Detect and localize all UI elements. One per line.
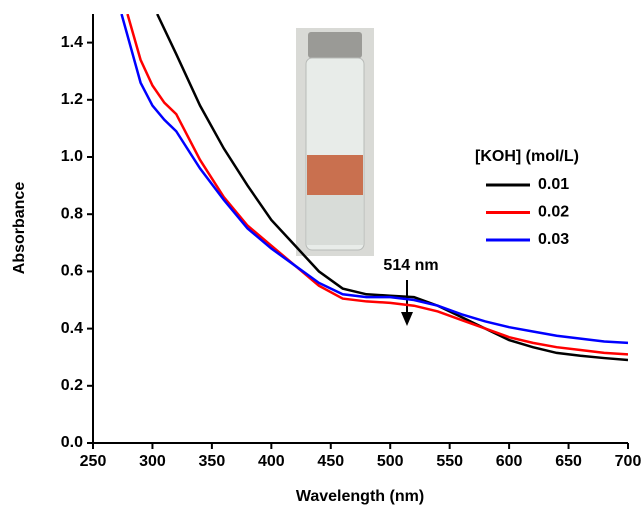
x-tick-label: 300 — [139, 453, 166, 470]
annotation: 514 nm — [383, 257, 438, 274]
x-tick-label: 450 — [317, 453, 344, 470]
line-series — [156, 14, 628, 362]
line-series — [126, 14, 628, 356]
y-tick-label: 1.4 — [61, 34, 83, 51]
y-tick-label: 0.4 — [61, 320, 83, 337]
y-tick-label: 0.2 — [61, 377, 83, 394]
y-tick-label: 0.0 — [61, 434, 83, 451]
y-axis-label: Absorbance — [11, 182, 28, 275]
y-tick-label: 1.2 — [61, 91, 83, 108]
legend-label: 0.03 — [538, 231, 569, 248]
x-tick-label: 250 — [80, 453, 107, 470]
inset-photo — [296, 28, 374, 256]
x-tick-label: 400 — [258, 453, 285, 470]
x-tick-label: 650 — [555, 453, 582, 470]
y-tick-label: 0.6 — [61, 263, 83, 280]
x-tick-label: 350 — [199, 453, 226, 470]
legend-label: 0.02 — [538, 204, 569, 221]
x-axis-label: Wavelength (nm) — [296, 488, 424, 505]
x-tick-label: 700 — [615, 453, 642, 470]
x-tick-label: 600 — [496, 453, 523, 470]
y-tick-label: 1.0 — [61, 148, 83, 165]
x-tick-label: 500 — [377, 453, 404, 470]
annotation-arrowhead — [401, 312, 413, 326]
line-series — [120, 14, 628, 345]
legend-title: [KOH] (mol/L) — [475, 148, 579, 165]
x-tick-label: 550 — [436, 453, 463, 470]
y-tick-label: 0.8 — [61, 205, 83, 222]
legend-label: 0.01 — [538, 176, 569, 193]
